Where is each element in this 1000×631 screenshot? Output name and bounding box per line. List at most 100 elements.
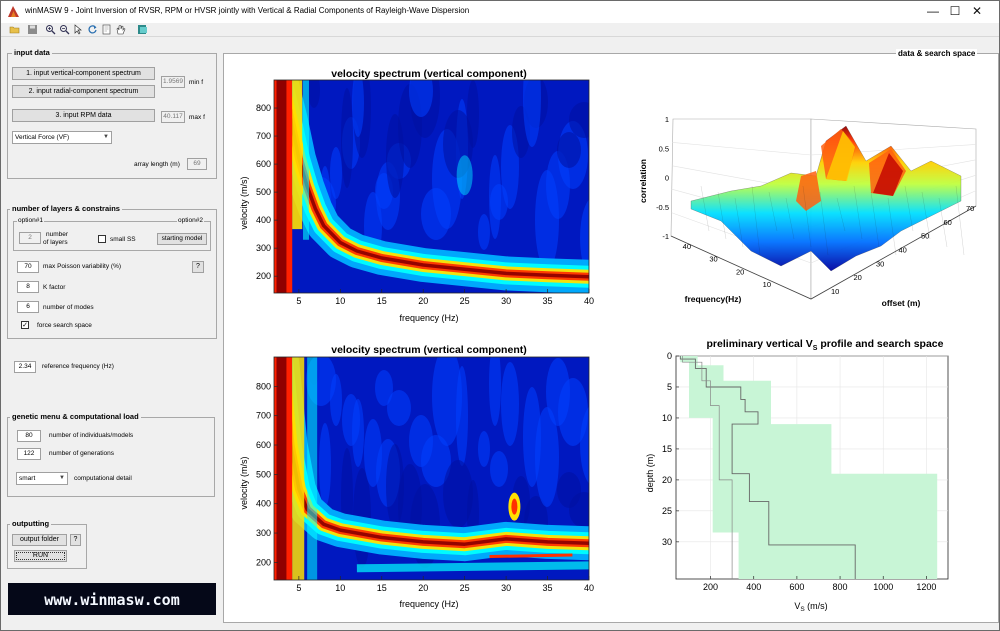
close-button[interactable]: ✕ (971, 4, 983, 18)
outputting-help-button[interactable]: ? (70, 534, 81, 546)
generations-field[interactable]: 122 (17, 448, 41, 460)
x-tick-label: 25 (460, 583, 470, 593)
modes-field[interactable]: 6 (17, 301, 39, 313)
vs-x-tick-label: 400 (746, 582, 761, 592)
vs-profile-line (679, 356, 856, 579)
open-folder-icon[interactable] (9, 24, 20, 35)
genetic-title: genetic menu & computational load (10, 412, 141, 421)
poisson-label: max Poisson variability (%) (43, 263, 122, 270)
spectrum-texture (432, 357, 462, 446)
run-button[interactable]: RUN (14, 550, 67, 562)
input-data-title: input data (12, 48, 52, 57)
surface-zlabel: correlation (638, 159, 648, 203)
vs-y-tick-label: 5 (667, 382, 672, 392)
spectrum-texture (308, 80, 320, 108)
surface-mesh (690, 125, 965, 272)
x-tick-label: 10 (831, 287, 839, 296)
vs-y-tick-label: 15 (662, 444, 672, 454)
computational-detail-select[interactable]: smart ▼ (16, 472, 68, 485)
spectrum-texture (341, 88, 353, 188)
individuals-label: number of individuals/models (49, 432, 134, 439)
spectrum-texture (523, 387, 541, 487)
input-vertical-spectrum-button[interactable]: 1. input vertical-component spectrum (12, 67, 155, 80)
source-type-value: Vertical Force (VF) (15, 134, 70, 141)
starting-model-button[interactable]: starting model (157, 233, 207, 245)
min-f-label: min f (189, 79, 204, 86)
export-icon[interactable] (137, 24, 148, 35)
chart2-xlabel: frequency (Hz) (399, 599, 458, 609)
z-tick-label: -1 (662, 232, 669, 241)
surface-mesh-line (802, 185, 812, 248)
spectrum-column-edge (292, 80, 303, 230)
y-tick-label: 300 (256, 528, 271, 538)
spectrum-texture (375, 370, 393, 406)
save-icon[interactable] (27, 24, 38, 35)
data-cursor-icon[interactable] (73, 24, 84, 35)
spectrum-column-edge (303, 80, 310, 240)
spectrum-texture (557, 132, 581, 168)
pan-hand-icon[interactable] (115, 24, 126, 35)
surface-mesh-line (734, 197, 744, 248)
force-search-space-checkbox[interactable]: ✓ (21, 321, 29, 329)
vs-profile-line-2 (682, 356, 733, 579)
surface-mesh-line (853, 185, 863, 240)
spectrum-texture (409, 415, 433, 467)
max-f-field[interactable]: 40.117 (161, 111, 185, 123)
vs-profile-chart: preliminary vertical VS profile and sear… (645, 338, 949, 613)
vs-y-tick-label: 0 (667, 351, 672, 361)
correlation-surface-chart: -1 -0.5 0 0.5 1 40 30 20 10 10 20 30 40 50 60 70 correl… (638, 115, 977, 308)
vs-search-space (680, 356, 938, 579)
spectrum-texture (443, 460, 473, 528)
output-folder-button[interactable]: output folder (12, 534, 67, 546)
y-tick-label: 700 (256, 411, 271, 421)
chart1-title: velocity spectrum (vertical component) (331, 68, 526, 80)
y-tick-label: 10 (763, 280, 771, 289)
minimize-button[interactable]: — (927, 4, 939, 18)
individuals-field[interactable]: 80 (17, 430, 41, 442)
reference-frequency-label: reference frequency (Hz) (42, 363, 114, 370)
chart1-axes: 5 10 15 20 25 30 35 40 200 300 400 500 600 700 800 (256, 79, 594, 306)
poisson-field[interactable]: 70 (17, 261, 39, 273)
spectrum-texture (364, 419, 382, 487)
y-tick-label: 800 (256, 381, 271, 391)
x-tick-label: 70 (966, 204, 974, 213)
small-ss-checkbox[interactable] (98, 235, 106, 243)
input-rpm-data-button[interactable]: 3. input RPM data (12, 109, 155, 122)
num-layers-field[interactable]: 2 (19, 232, 41, 244)
array-length-field[interactable]: 69 (187, 158, 207, 170)
spectrum-blob (456, 155, 473, 196)
x-tick-label: 5 (296, 583, 301, 593)
z-tick-label: -0.5 (656, 203, 669, 212)
vs-ylabel: depth (m) (645, 454, 655, 493)
k-factor-field[interactable]: 8 (17, 281, 39, 293)
spectrum-texture (478, 214, 490, 250)
x-tick-label: 5 (296, 296, 301, 306)
x-tick-label: 60 (944, 218, 952, 227)
num-layers-label-2: of layers (43, 239, 68, 246)
data-tips-icon[interactable] (101, 24, 112, 35)
spectrum-texture (490, 451, 508, 487)
poisson-help-button[interactable]: ? (192, 261, 204, 273)
input-radial-spectrum-button[interactable]: 2. input radial-component spectrum (12, 85, 155, 98)
x-tick-label: 30 (501, 296, 511, 306)
reference-frequency-field[interactable]: 2.34 (14, 361, 36, 373)
x-tick-label: 30 (501, 583, 511, 593)
surface-mesh-line (887, 197, 897, 256)
source-type-select[interactable]: Vertical Force (VF) ▼ (12, 131, 112, 144)
x-tick-label: 20 (418, 296, 428, 306)
zoom-out-icon[interactable] (59, 24, 70, 35)
spectrum-texture (580, 406, 589, 484)
surface-mesh-line (717, 191, 727, 240)
vs-chart-title: preliminary vertical VS profile and sear… (707, 338, 944, 352)
maximize-button[interactable]: ☐ (949, 4, 961, 18)
rotate-icon[interactable] (87, 24, 98, 35)
spectrum-texture (330, 147, 342, 199)
z-tick-label: 0.5 (659, 144, 669, 153)
surface-mesh-line (938, 197, 948, 248)
surface-mesh-line (836, 197, 846, 232)
y-tick-label: 30 (709, 255, 717, 264)
zoom-in-icon[interactable] (45, 24, 56, 35)
x-tick-label: 15 (377, 296, 387, 306)
num-layers-label-1: number (46, 231, 69, 238)
min-f-field[interactable]: 1.9569 (161, 76, 185, 88)
